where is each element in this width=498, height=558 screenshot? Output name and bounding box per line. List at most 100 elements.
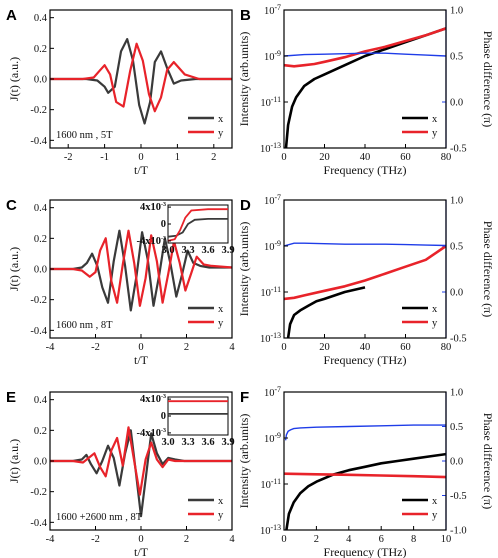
legend-x-label: x — [218, 496, 224, 507]
x-axis-title: t/T — [134, 163, 149, 177]
y-tick-label: 10-11 — [260, 477, 281, 491]
legend-y-label: y — [218, 318, 224, 329]
x-tick-label: 80 — [441, 152, 452, 163]
right-axis-tick-label: 0.0 — [450, 98, 463, 109]
y-tick-label: -0.4 — [30, 518, 47, 529]
y-tick-label: 0.0 — [34, 457, 47, 468]
y-axis-title: J(t) (a.u.) — [7, 247, 21, 291]
x-axis-title: t/T — [134, 545, 149, 558]
inset-frame — [167, 396, 229, 436]
x-axis-title: Frequency (THz) — [324, 353, 407, 367]
series-x-line — [285, 452, 446, 530]
y-tick-label: 10-13 — [260, 331, 281, 345]
y-tick-label: 0.0 — [34, 265, 47, 276]
x-tick-label: 4 — [229, 342, 235, 353]
inset-frame — [167, 204, 229, 244]
series-y-line — [50, 426, 232, 496]
annotation-text: 1600 +2600 nm , 8T — [56, 512, 143, 523]
right-axis-tick-label: 0.5 — [450, 52, 463, 63]
series-y-line — [50, 42, 232, 113]
series-phase-line — [284, 242, 446, 247]
legend-x-label: x — [432, 114, 438, 125]
y-tick-label: 10-9 — [264, 431, 281, 445]
series-phase-line — [284, 424, 446, 441]
y-tick-label: 10-7 — [264, 193, 281, 207]
inset-x-tick-label: 3.6 — [201, 437, 214, 448]
inset-x-tick-label: 3.9 — [221, 245, 234, 256]
series-y-line — [284, 472, 446, 479]
y-tick-label: 10-7 — [264, 385, 281, 399]
series-phase-line — [284, 52, 446, 57]
right-axis-tick-label: -0.5 — [450, 144, 467, 155]
right-axis-tick-label: 1.0 — [450, 6, 463, 17]
panel-label-d: D — [240, 197, 251, 214]
y-tick-label: 0.2 — [34, 234, 47, 245]
right-axis-tick-label: 1.0 — [450, 388, 463, 399]
legend-y-label: y — [432, 318, 438, 329]
series-y-line — [284, 244, 446, 301]
x-tick-label: 20 — [319, 342, 330, 353]
right-axis-tick-label: 0.5 — [450, 422, 463, 433]
y-tick-label: 10-11 — [260, 95, 281, 109]
y-tick-label: 0.4 — [34, 395, 48, 406]
x-tick-label: 60 — [400, 152, 411, 163]
x-tick-label: 2 — [211, 152, 216, 163]
y-tick-label: -0.4 — [30, 326, 47, 337]
right-axis-tick-label: 0.5 — [450, 242, 463, 253]
y-tick-label: 10-13 — [260, 141, 281, 155]
inset-y-tick-label: 0 — [161, 219, 166, 230]
annotation-text: 1600 nm , 5T — [56, 130, 113, 141]
y-tick-label: 10-11 — [260, 285, 281, 299]
x-tick-label: 80 — [441, 342, 452, 353]
inset-x-tick-label: 3.3 — [181, 245, 194, 256]
y-tick-label: 0.4 — [34, 203, 48, 214]
x-tick-label: 0 — [281, 152, 286, 163]
plot-frame — [283, 9, 447, 149]
right-axis-tick-label: -1.0 — [450, 526, 467, 537]
inset-y-tick-label: -4x10-3 — [137, 236, 167, 247]
legend-x-label: x — [432, 304, 438, 315]
inset-x-tick-label: 3.9 — [221, 437, 234, 448]
x-axis-title: Frequency (THz) — [324, 545, 407, 558]
series-y-line — [50, 229, 232, 307]
y-tick-label: -0.2 — [30, 295, 47, 306]
y-axis-title: Intensity (arb.units) — [237, 414, 251, 509]
series-x-line — [286, 286, 366, 338]
x-tick-label: 2 — [184, 534, 189, 545]
legend-x-label: x — [218, 304, 224, 315]
right-axis-tick-label: 0.0 — [450, 288, 463, 299]
panel-label-a: A — [6, 7, 17, 24]
legend-y-label: y — [218, 510, 224, 521]
x-axis-title: t/T — [134, 353, 149, 367]
y-tick-label: 0.2 — [34, 426, 47, 437]
legend-y-label: y — [432, 128, 438, 139]
x-tick-label: 0 — [281, 534, 286, 545]
y-tick-label: -0.4 — [30, 136, 47, 147]
panel-label-c: C — [6, 197, 17, 214]
x-tick-label: -4 — [46, 342, 55, 353]
y-axis-title: J(t) (a.u.) — [7, 57, 21, 101]
inset-series-y — [167, 208, 228, 242]
right-axis-tick-label: -0.5 — [450, 491, 467, 502]
y-tick-label: -0.2 — [30, 105, 47, 116]
y-tick-label: 0.2 — [34, 44, 47, 55]
x-tick-label: -1 — [100, 152, 109, 163]
x-axis-title: Frequency (THz) — [324, 163, 407, 177]
right-axis-tick-label: 0.0 — [450, 457, 463, 468]
inset-y-tick-label: 0 — [161, 411, 166, 422]
y-axis-title: Intensity (arb.units) — [237, 222, 251, 317]
right-axis-tick-label: -0.5 — [450, 334, 467, 345]
x-tick-label: 6 — [379, 534, 384, 545]
x-tick-label: 2 — [184, 342, 189, 353]
legend-x-label: x — [218, 114, 224, 125]
x-tick-label: 0 — [138, 342, 143, 353]
y-axis-title: Intensity (arb.units) — [237, 32, 251, 127]
x-tick-label: 10 — [441, 534, 452, 545]
x-tick-label: -2 — [91, 534, 100, 545]
series-y-line — [284, 27, 446, 68]
x-tick-label: 8 — [411, 534, 416, 545]
series-x-line — [50, 37, 232, 125]
y-tick-label: 10-9 — [264, 49, 281, 63]
panel-label-b: B — [240, 7, 251, 24]
legend-y-label: y — [218, 128, 224, 139]
